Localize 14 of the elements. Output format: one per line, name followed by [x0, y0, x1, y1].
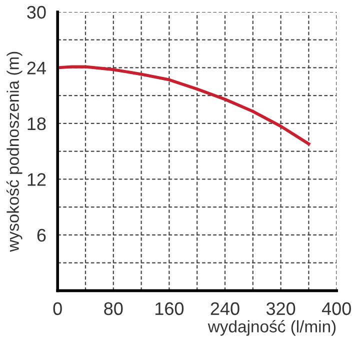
y-tick-label: 24: [27, 62, 46, 74]
y-axis-title: wysokość podnoszenia (m): [6, 52, 22, 252]
y-tick-label: 6: [37, 228, 46, 242]
x-tick-label: 320: [266, 302, 296, 316]
x-tick-label: 80: [104, 302, 123, 316]
y-tick-label: 12: [28, 173, 46, 186]
x-axis-title: wydajność (l/min): [208, 320, 336, 336]
line-series: [58, 65, 310, 146]
x-tick-label: 160: [156, 302, 184, 316]
x-tick-label: 0: [53, 302, 62, 316]
y-tick-label: 18: [28, 117, 46, 130]
y-tick-label: 30: [27, 6, 46, 19]
x-tick-label: 240: [210, 302, 240, 316]
x-tick-label: 400: [322, 302, 351, 316]
